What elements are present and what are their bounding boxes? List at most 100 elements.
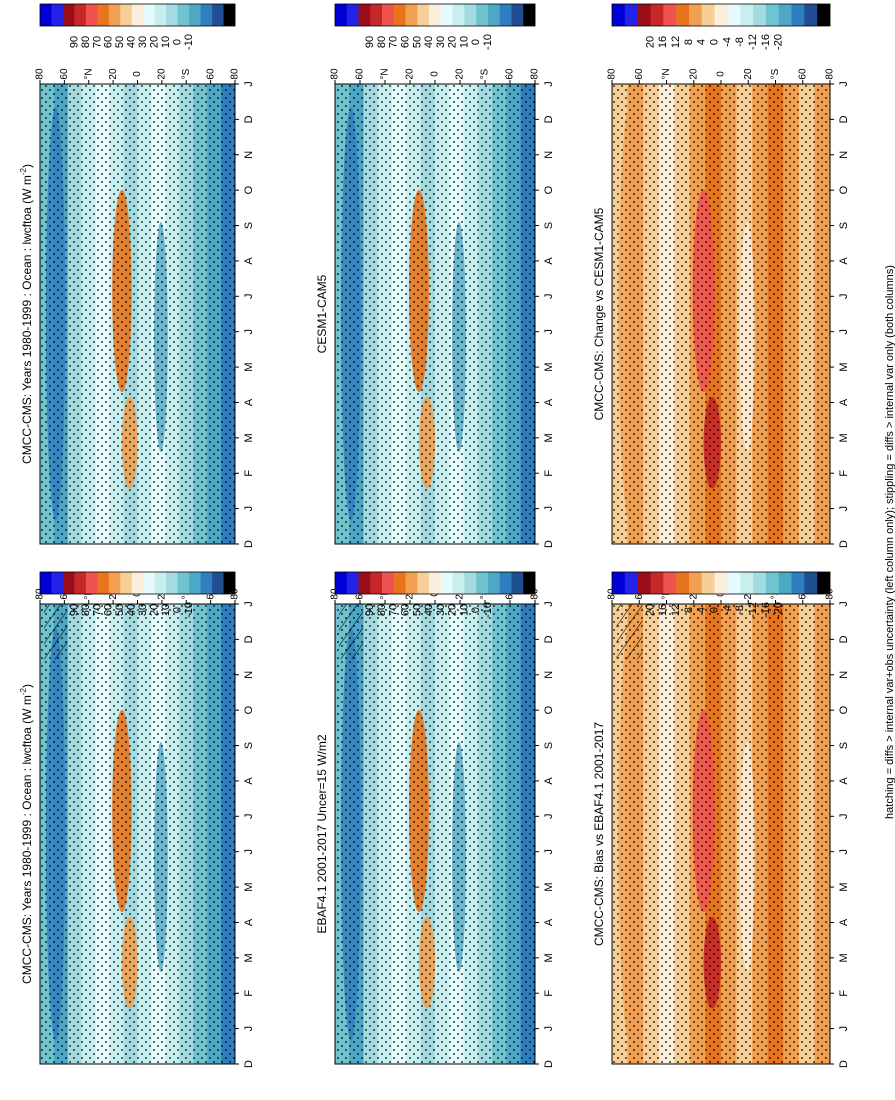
colorbar-swatch — [817, 4, 831, 26]
colorbar-swatch — [131, 4, 144, 26]
colorbar-label: 80 — [376, 36, 388, 48]
month-tick-label: J — [838, 1026, 850, 1032]
colorbar-swatch — [440, 4, 453, 26]
month-tick-label: A — [543, 918, 555, 926]
colorbar-label: 80 — [376, 604, 388, 616]
colorbar-label: -10 — [183, 34, 195, 50]
colorbar-swatch — [429, 4, 442, 26]
colorbar-label: 50 — [411, 36, 423, 48]
colorbar-bottom-2: 20 16 12 8 4 0 -4 -8 -12 -16 -20 — [611, 571, 831, 618]
colorbar-swatch — [663, 572, 677, 594]
colorbar-swatch — [612, 572, 626, 594]
colorbar-swatch — [429, 572, 442, 594]
month-tick-label: O — [243, 185, 255, 194]
colorbar-label: 70 — [388, 604, 400, 616]
month-tick-label: M — [543, 953, 555, 962]
month-tick-label: D — [543, 540, 555, 548]
lat-tick-label: 20 — [405, 68, 416, 80]
colorbar-swatch — [714, 572, 728, 594]
lat-tick-label: 20 — [455, 68, 466, 80]
colorbar-swatch — [393, 4, 406, 26]
colorbar-top-1: 90 80 70 60 50 40 30 20 10 0 -10 — [334, 3, 536, 50]
colorbar-swatch — [335, 572, 348, 594]
colorbar-swatch — [346, 4, 359, 26]
month-tick-label: J — [243, 294, 255, 300]
colorbar-label: 4 — [696, 39, 708, 45]
colorbar-label: 0 — [708, 39, 720, 45]
colorbar-swatch — [624, 4, 638, 26]
colorbar-label: 30 — [435, 36, 447, 48]
month-tick-label: S — [838, 742, 850, 749]
colorbar-swatch — [753, 572, 767, 594]
colorbar-label: 0 — [172, 607, 184, 613]
colorbar-swatch — [650, 4, 664, 26]
colorbar-label: 50 — [114, 36, 126, 48]
month-tick-label: J — [543, 329, 555, 335]
month-tick-label: S — [543, 742, 555, 749]
panel-left-top: DJFMAMJJASONDJ8060°N20020°S6080CMCC-CMS:… — [19, 588, 255, 1068]
month-tick-label: M — [243, 433, 255, 442]
colorbar-swatch — [714, 4, 728, 26]
month-tick-label: J — [543, 601, 555, 607]
month-tick-label: A — [243, 257, 255, 265]
colorbar-label: 90 — [68, 36, 80, 48]
month-tick-label: N — [838, 151, 850, 159]
colorbar-swatch — [688, 4, 703, 26]
month-tick-label: D — [543, 635, 555, 643]
month-tick-label: F — [243, 990, 255, 997]
lat-tick-label: °S — [770, 68, 781, 79]
colorbar-label: 40 — [126, 36, 138, 48]
month-tick-label: M — [838, 882, 850, 891]
month-tick-label: D — [838, 635, 850, 643]
colorbar-label: -4 — [721, 605, 733, 615]
colorbar-swatch — [74, 572, 87, 594]
month-tick-label: D — [243, 115, 255, 123]
colorbar-swatch — [523, 572, 536, 594]
month-tick-label: F — [543, 470, 555, 477]
colorbar-swatch — [701, 572, 715, 594]
colorbar-swatch — [804, 4, 818, 26]
colorbar-label: -8 — [734, 605, 746, 615]
month-tick-label: D — [838, 540, 850, 548]
colorbar-swatch — [499, 4, 512, 26]
lat-tick-label: 80 — [530, 68, 541, 80]
colorbar-swatch — [177, 572, 190, 594]
month-tick-label: N — [543, 151, 555, 159]
month-tick-label: A — [243, 398, 255, 406]
colorbar-swatch — [370, 572, 383, 594]
colorbar-swatch — [120, 572, 133, 594]
month-tick-label: J — [543, 294, 555, 300]
month-tick-label: O — [543, 705, 555, 714]
colorbar-swatch — [189, 4, 201, 26]
colorbar-swatch — [499, 572, 512, 594]
colorbar-label: 80 — [80, 604, 92, 616]
panel-title: EBAF4.1 2001-2017 Uncer=15 W/m2 — [315, 734, 329, 933]
colorbar-label: 30 — [435, 604, 447, 616]
colorbar-label: 12 — [670, 604, 682, 616]
colorbar-swatch — [120, 4, 133, 26]
colorbar-swatch — [200, 4, 213, 26]
colorbar-swatch — [650, 572, 664, 594]
colorbar-swatch — [166, 572, 178, 594]
month-tick-label: A — [543, 398, 555, 406]
lat-tick-label: °N — [380, 68, 391, 79]
stippling-overlay — [335, 84, 535, 544]
month-tick-label: A — [838, 918, 850, 926]
colorbar-swatch — [212, 4, 224, 26]
lat-tick-label: °N — [661, 68, 672, 79]
lat-tick-label: 60 — [355, 68, 366, 80]
colorbar-swatch — [51, 4, 64, 26]
colorbar-swatch — [612, 4, 626, 26]
colorbar-swatch — [637, 572, 651, 594]
colorbar-label: 0 — [708, 607, 720, 613]
colorbar-label: -8 — [734, 37, 746, 47]
month-tick-label: M — [838, 433, 850, 442]
colorbar-swatch — [511, 572, 524, 594]
month-tick-label: N — [243, 151, 255, 159]
month-tick-label: M — [543, 362, 555, 371]
month-tick-label: J — [543, 81, 555, 87]
colorbar-swatch — [624, 572, 638, 594]
colorbar-swatch — [511, 4, 524, 26]
colorbar-swatch — [523, 4, 536, 26]
